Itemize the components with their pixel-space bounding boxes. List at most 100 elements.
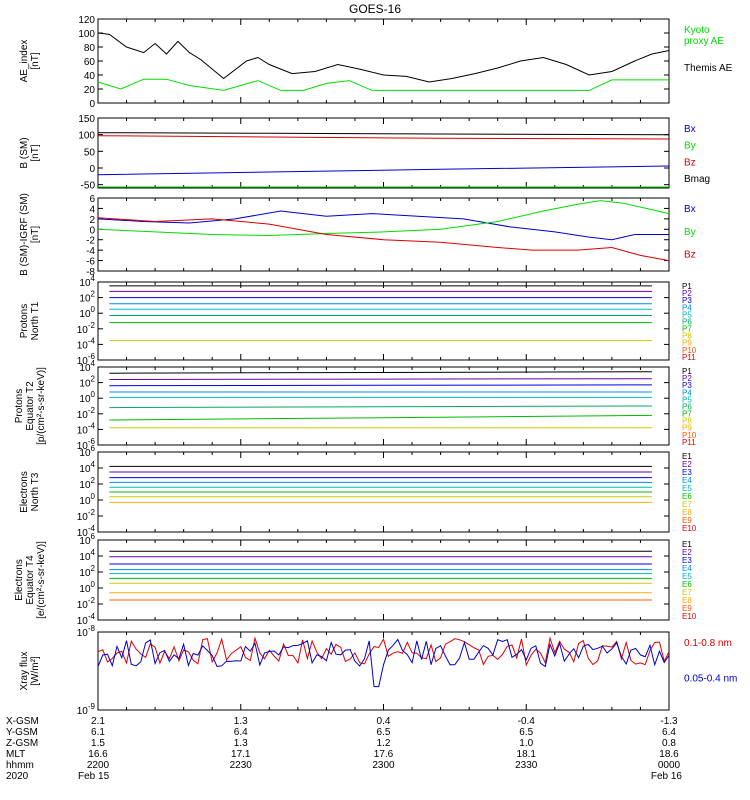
y-tick-label: 6 bbox=[89, 194, 95, 205]
legend-p9: P9 bbox=[682, 339, 692, 348]
legend-p3: P3 bbox=[682, 296, 692, 305]
y-axis-label: Electrons bbox=[19, 471, 30, 513]
legend-e7: E7 bbox=[682, 588, 692, 597]
footer-value: 2300 bbox=[372, 760, 395, 771]
y-axis-label: Protons bbox=[14, 389, 25, 423]
y-tick-label: 100 bbox=[79, 390, 95, 405]
legend-e7: E7 bbox=[682, 500, 692, 509]
legend-e8: E8 bbox=[682, 596, 692, 605]
y-tick-label: 102 bbox=[79, 476, 95, 491]
footer-value: -0.4 bbox=[518, 716, 536, 727]
legend-p4: P4 bbox=[682, 303, 692, 312]
footer-value: 2.1 bbox=[91, 716, 105, 727]
series-line-by bbox=[97, 200, 670, 237]
legend-p5: P5 bbox=[682, 395, 692, 404]
legend-e9: E9 bbox=[682, 604, 692, 613]
panel-frame bbox=[97, 117, 670, 189]
legend-p4: P4 bbox=[682, 388, 692, 397]
y-tick-label: 100 bbox=[78, 29, 95, 40]
y-tick-label: 106 bbox=[79, 444, 95, 459]
series-line-bmag bbox=[97, 132, 670, 136]
y-tick-label: 104 bbox=[79, 460, 95, 475]
y-tick-label: 10-4 bbox=[77, 524, 96, 539]
panel-frame bbox=[97, 197, 670, 272]
series-line-p7 bbox=[109, 414, 652, 421]
series-line-bx bbox=[97, 210, 669, 241]
y-axis-label: B (SM) bbox=[19, 137, 30, 168]
legend-p6: P6 bbox=[682, 403, 692, 412]
y-tick-label: 10-6 bbox=[77, 437, 96, 452]
footer-value: 6.4 bbox=[234, 727, 248, 738]
xray-series-red bbox=[97, 636, 670, 667]
y-tick-label: 10-4 bbox=[77, 612, 96, 627]
legend-p8: P8 bbox=[682, 417, 692, 426]
y-tick-label: 10-2 bbox=[77, 508, 96, 523]
y-tick-label: 10-9 bbox=[77, 702, 96, 717]
footer-value: 6.5 bbox=[377, 727, 391, 738]
footer-value: 2200 bbox=[87, 760, 110, 771]
legend-e10: E10 bbox=[682, 612, 697, 621]
footer-value: 17.6 bbox=[374, 749, 394, 760]
y-tick-label: 120 bbox=[78, 15, 95, 26]
footer-value: Feb 16 bbox=[651, 771, 683, 782]
footer-value: 1.5 bbox=[91, 738, 105, 749]
xray-series-blue bbox=[97, 638, 670, 688]
y-tick-label: 106 bbox=[79, 532, 95, 547]
legend-kyoto-proxy-ae: Kyoto bbox=[684, 25, 710, 36]
y-tick-label: 80 bbox=[84, 43, 96, 54]
legend-p1: P1 bbox=[682, 282, 692, 291]
footer-value: 0000 bbox=[658, 760, 681, 771]
legend-e2: E2 bbox=[682, 460, 692, 469]
y-tick-label: 60 bbox=[84, 57, 96, 68]
legend-e1: E1 bbox=[682, 452, 692, 461]
legend-p10: P10 bbox=[682, 431, 697, 440]
legend-p5: P5 bbox=[682, 310, 692, 319]
panel-frame bbox=[97, 539, 670, 621]
legend-p8: P8 bbox=[682, 332, 692, 341]
footer-value: 0.4 bbox=[377, 716, 391, 727]
y-axis-label: Electrons bbox=[14, 559, 25, 601]
legend-p7: P7 bbox=[682, 325, 692, 334]
y-axis-label: AE_index bbox=[19, 40, 30, 83]
legend-e6: E6 bbox=[682, 492, 692, 501]
footer-value: 2330 bbox=[515, 760, 538, 771]
legend-e3: E3 bbox=[682, 556, 692, 565]
legend-e8: E8 bbox=[682, 508, 692, 517]
legend-e4: E4 bbox=[682, 476, 692, 485]
y-tick-label: 2 bbox=[89, 215, 95, 226]
footer-value: 18.1 bbox=[517, 749, 537, 760]
footer-value: 17.1 bbox=[231, 749, 251, 760]
y-tick-label: 102 bbox=[79, 564, 95, 579]
footer-value: 1.2 bbox=[377, 738, 391, 749]
footer-row-label: X-GSM bbox=[6, 716, 39, 727]
legend-bz: Bz bbox=[684, 250, 696, 261]
legend-0-1-0-8-nm: 0.1-0.8 nm bbox=[684, 638, 732, 649]
y-tick-label: -4 bbox=[86, 246, 95, 257]
y-tick-label: 0 bbox=[89, 164, 95, 175]
y-tick-label: 10-4 bbox=[77, 336, 96, 351]
y-axis-label: Equator T4 bbox=[25, 555, 36, 605]
y-tick-label: 100 bbox=[79, 580, 95, 595]
series-line-bz bbox=[97, 135, 670, 140]
series-line-bz bbox=[97, 217, 670, 262]
y-axis-label: [nT] bbox=[30, 52, 41, 69]
y-tick-label: 10-2 bbox=[77, 596, 96, 611]
y-axis-label: [p/(cm²-s-sr-keV)] bbox=[36, 367, 47, 445]
y-tick-label: -2 bbox=[86, 236, 95, 247]
y-tick-label: 10-2 bbox=[77, 321, 96, 336]
footer-row-label: Z-GSM bbox=[6, 738, 38, 749]
legend-p7: P7 bbox=[682, 410, 692, 419]
chart-title: GOES-16 bbox=[349, 2, 401, 16]
footer-value: 1.3 bbox=[234, 738, 248, 749]
footer-row-label: hhmm bbox=[6, 760, 34, 771]
legend-e3: E3 bbox=[682, 468, 692, 477]
legend-p6: P6 bbox=[682, 318, 692, 327]
legend-e10: E10 bbox=[682, 524, 697, 533]
legend-bmag: Bmag bbox=[684, 174, 710, 185]
y-axis-label: B (SM)-IGRF (SM) bbox=[19, 193, 30, 276]
legend-by: By bbox=[684, 227, 696, 238]
y-tick-label: 10-8 bbox=[77, 624, 96, 639]
